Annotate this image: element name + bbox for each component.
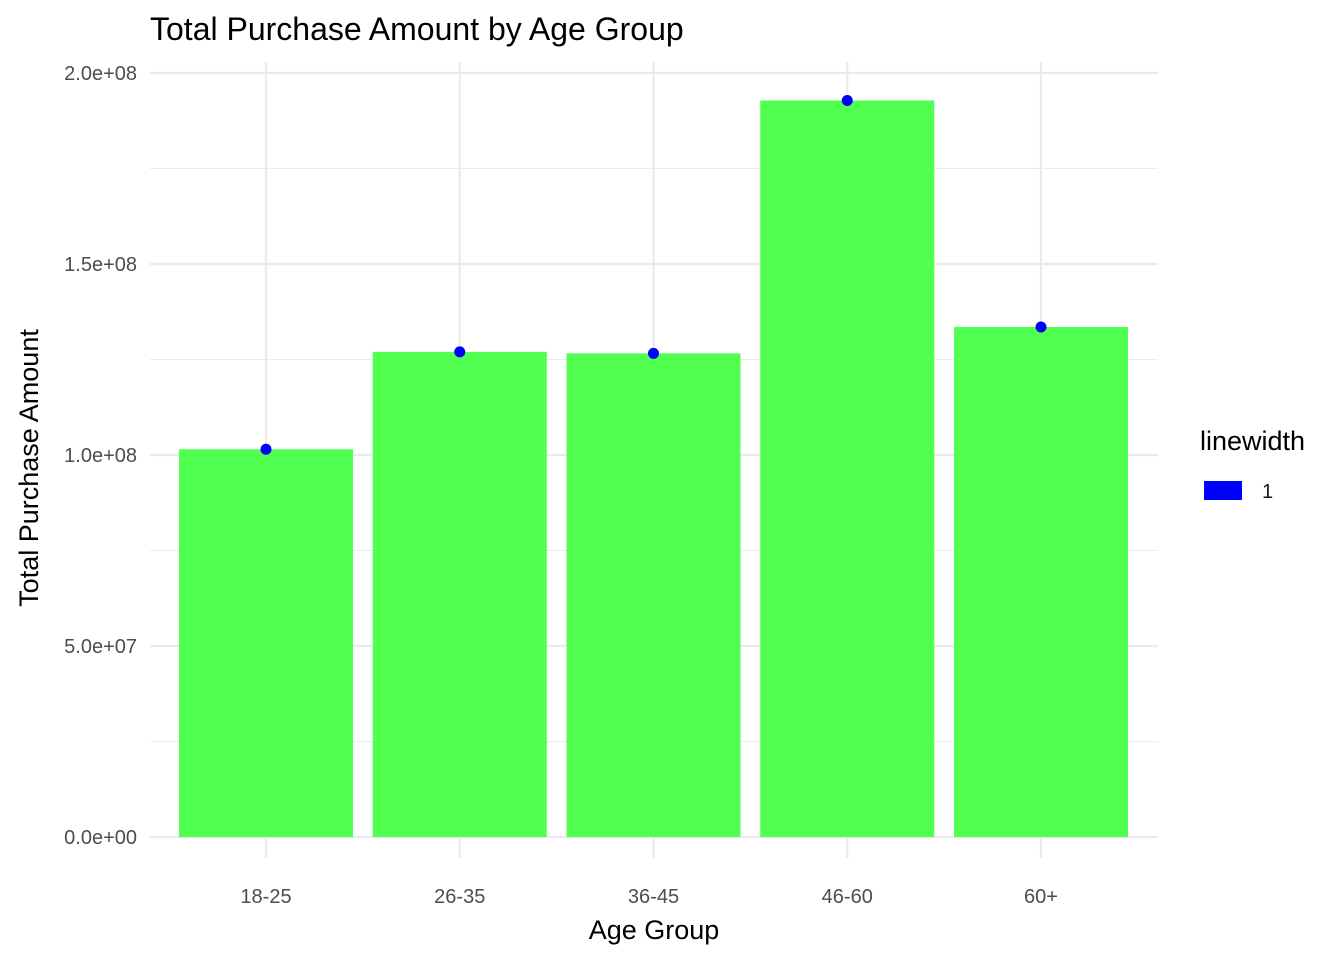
point-36-45 [648, 347, 659, 359]
point-18-25 [260, 443, 272, 455]
legend: linewidth 1 [1200, 426, 1305, 503]
bar-46-60 [760, 100, 935, 837]
point-46-60 [841, 95, 853, 107]
y-tick-label: 1.5e+08 [64, 254, 137, 276]
bars [179, 100, 1128, 837]
point-60+ [1035, 321, 1047, 333]
x-tick-label: 36-45 [628, 886, 679, 908]
bar-60+ [954, 327, 1128, 837]
bar-26-35 [372, 351, 547, 837]
x-tick-label: 60+ [1024, 886, 1058, 908]
y-axis-label: Total Purchase Amount [14, 329, 44, 607]
x-tick-label: 46-60 [822, 886, 873, 908]
y-axis-ticks: 0.0e+00 5.0e+07 1.0e+08 1.5e+08 2.0e+08 [64, 63, 137, 849]
y-tick-label: 1.0e+08 [64, 445, 137, 467]
legend-title: linewidth [1200, 426, 1305, 456]
bar-18-25 [179, 449, 353, 837]
points [260, 95, 1047, 455]
x-axis-label: Age Group [589, 915, 720, 945]
bar-36-45 [566, 353, 741, 837]
x-axis-ticks: 18-25 26-35 36-45 46-60 60+ [240, 886, 1058, 908]
point-26-35 [454, 346, 466, 358]
y-tick-label: 2.0e+08 [64, 63, 137, 85]
y-tick-label: 0.0e+00 [64, 827, 137, 849]
x-tick-label: 26-35 [434, 886, 485, 908]
chart-title: Total Purchase Amount by Age Group [150, 11, 684, 47]
legend-key-swatch [1204, 481, 1242, 500]
x-tick-label: 18-25 [240, 886, 291, 908]
legend-item-label: 1 [1262, 481, 1273, 503]
y-tick-label: 5.0e+07 [64, 636, 137, 658]
